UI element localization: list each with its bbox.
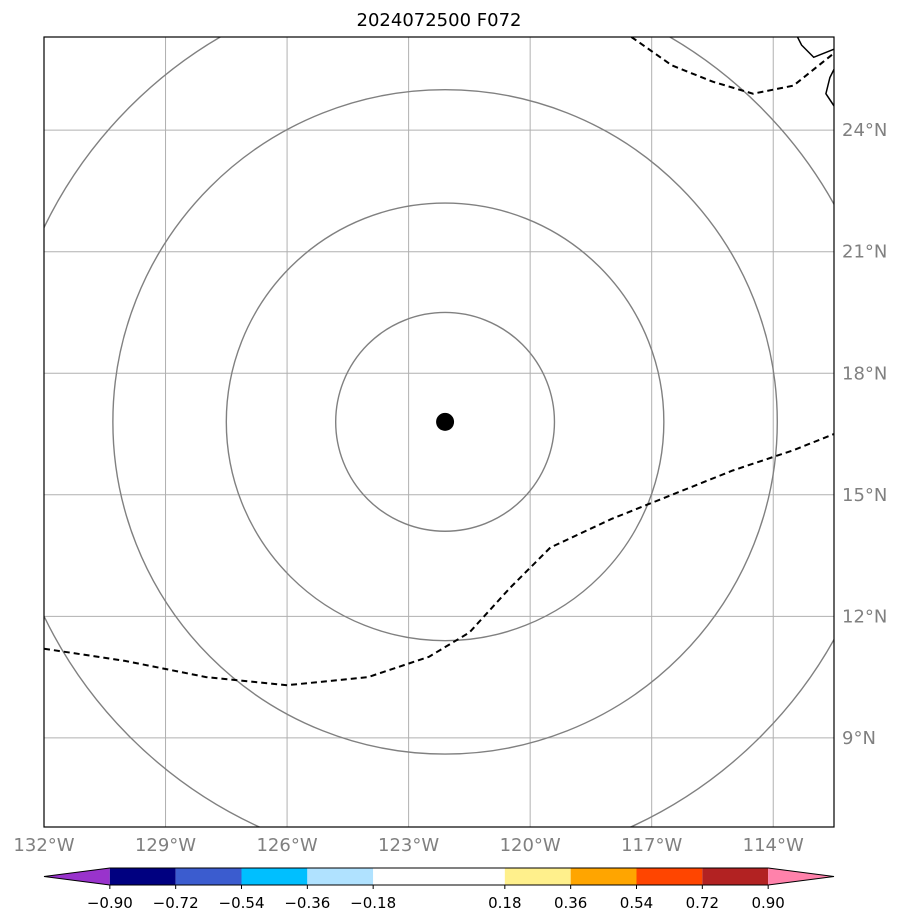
range-ring <box>334 311 556 532</box>
colorbar-segment <box>504 868 571 885</box>
latitude-label: 24°N <box>842 120 887 141</box>
dashed-contour-north <box>630 37 834 95</box>
colorbar-segment <box>373 868 505 885</box>
colorbar-tick-label: −0.54 <box>219 894 265 912</box>
range-rings <box>44 37 834 827</box>
latitude-label: 12°N <box>842 606 887 627</box>
colorbar-tick-label: 0.18 <box>488 894 521 912</box>
colorbar-segment <box>175 868 242 885</box>
map-background <box>44 37 834 827</box>
colorbar-tick-label: 0.72 <box>686 894 719 912</box>
colorbar-segment <box>570 868 637 885</box>
colorbar-tick-label: 0.36 <box>554 894 587 912</box>
colorbar-extend-high <box>768 868 834 885</box>
latitude-label: 18°N <box>842 363 887 384</box>
range-ring <box>112 88 778 755</box>
longitude-labels: 132°W 129°W 126°W 123°W 120°W 117°W 114°W <box>13 835 804 856</box>
longitude-label: 123°W <box>378 835 439 856</box>
longitude-label: 117°W <box>621 835 682 856</box>
longitude-label: 126°W <box>256 835 317 856</box>
coastline <box>796 37 834 107</box>
latitude-label: 15°N <box>842 485 887 506</box>
colorbar-segment <box>241 868 308 885</box>
longitude-label: 132°W <box>13 835 74 856</box>
map-title: 2024072500 F072 <box>357 10 522 31</box>
coastline-segment <box>796 37 834 59</box>
colorbar-segment <box>636 868 703 885</box>
colorbar-tick-label: −0.36 <box>284 894 330 912</box>
dashed-contours <box>44 37 834 687</box>
storm-center-dot-icon <box>436 412 455 431</box>
coastline-segment <box>825 69 834 107</box>
colorbar-tick-label: 0.54 <box>620 894 653 912</box>
longitude-label: 129°W <box>135 835 196 856</box>
colorbar-tick-label: −0.18 <box>350 894 396 912</box>
longitude-label: 114°W <box>743 835 804 856</box>
colorbar-segment <box>307 868 374 885</box>
range-ring <box>225 202 665 642</box>
colorbar-segment <box>109 868 176 885</box>
latitude-label: 9°N <box>842 728 876 749</box>
latitude-labels: 24°N 21°N 18°N 15°N 12°N 9°N <box>842 120 887 749</box>
colorbar-segment <box>702 868 769 885</box>
colorbar-tick-label: −0.72 <box>153 894 199 912</box>
colorbar-tick-label: −0.90 <box>87 894 133 912</box>
latitude-label: 21°N <box>842 242 887 263</box>
colorbar-extend-low <box>44 868 110 885</box>
map-frame <box>43 36 835 828</box>
storm-center <box>436 412 455 431</box>
colorbar-tick-label: 0.90 <box>751 894 784 912</box>
dashed-contour-south <box>44 433 834 687</box>
longitude-label: 120°W <box>500 835 561 856</box>
colorbar: −0.90 −0.72 −0.54 −0.36 −0.18 0.18 0.36 0.54 0.7… <box>43 867 835 912</box>
